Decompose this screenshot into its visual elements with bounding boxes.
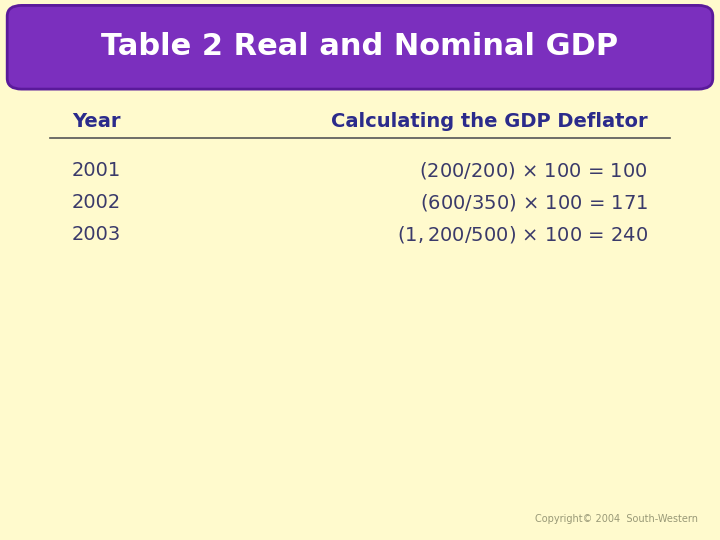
- FancyBboxPatch shape: [7, 5, 713, 89]
- Text: Copyright© 2004  South-Western: Copyright© 2004 South-Western: [536, 514, 698, 524]
- Text: 2002: 2002: [72, 193, 121, 212]
- Text: Calculating the GDP Deflator: Calculating the GDP Deflator: [331, 112, 648, 131]
- Text: 2003: 2003: [72, 225, 121, 245]
- Text: Year: Year: [72, 112, 120, 131]
- Text: ($600/$350) × 100 = 171: ($600/$350) × 100 = 171: [420, 192, 648, 213]
- Text: Table 2 Real and Nominal GDP: Table 2 Real and Nominal GDP: [102, 32, 618, 62]
- Text: ($1,200/$500) × 100 = 240: ($1,200/$500) × 100 = 240: [397, 225, 648, 245]
- Text: 2001: 2001: [72, 160, 121, 180]
- Text: ($200/$200) × 100 = 100: ($200/$200) × 100 = 100: [419, 160, 648, 180]
